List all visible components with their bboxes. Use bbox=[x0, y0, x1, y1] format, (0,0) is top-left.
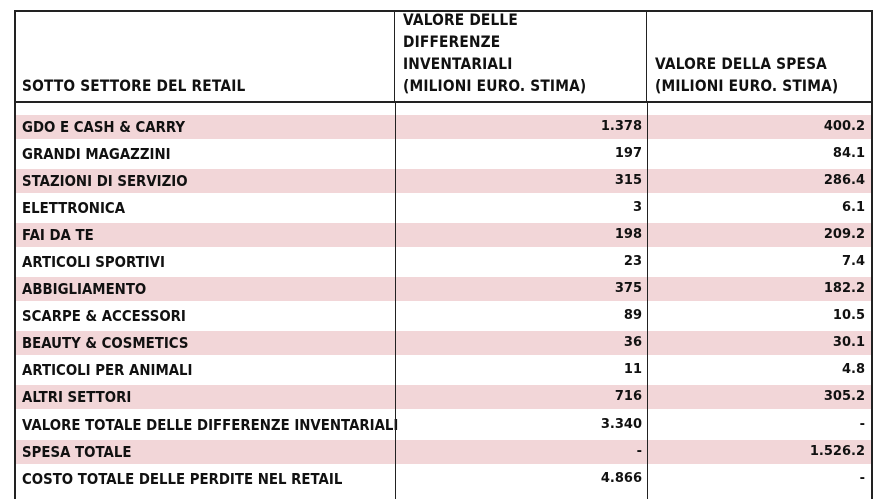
cell-spesa: - bbox=[859, 471, 865, 486]
cell-sector: BEAUTY & COSMETICS bbox=[22, 331, 216, 355]
cell-spesa: 209.2 bbox=[823, 227, 865, 242]
cell-spesa: 30.1 bbox=[832, 335, 865, 350]
cell-sector-text: ARTICOLI PER ANIMALI bbox=[22, 361, 193, 379]
table-body: COSTO TOTALE DELLE PERDITE NEL RETAIL 4.8… bbox=[14, 103, 873, 499]
cell-spesa: 182.2 bbox=[823, 281, 865, 296]
column-divider-2 bbox=[647, 103, 648, 499]
cell-sector-text: GDO E CASH & CARRY bbox=[22, 118, 186, 136]
cell-sector-text: COSTO TOTALE DELLE PERDITE NEL RETAIL bbox=[22, 470, 343, 488]
cell-spesa: 1.526.2 bbox=[809, 444, 865, 459]
cell-differenze: 3.340 bbox=[600, 417, 642, 432]
column-divider-1 bbox=[395, 103, 396, 499]
cell-sector: FAI DA TE bbox=[22, 223, 105, 247]
cell-sector: ARTICOLI SPORTIVI bbox=[22, 250, 188, 274]
cell-sector: GDO E CASH & CARRY bbox=[22, 115, 212, 139]
table-row: ABBIGLIAMENTO 375 182.2 bbox=[16, 277, 871, 301]
cell-sector-text: GRANDI MAGAZZINI bbox=[22, 145, 171, 163]
cell-spesa: 286.4 bbox=[823, 173, 865, 188]
cell-spesa: 6.1 bbox=[841, 200, 865, 215]
cell-spesa: 400.2 bbox=[823, 119, 865, 134]
cell-differenze: - bbox=[636, 444, 642, 459]
cell-differenze: 375 bbox=[614, 281, 642, 296]
cell-spesa: 305.2 bbox=[823, 389, 865, 404]
cell-differenze: 23 bbox=[623, 254, 642, 269]
header-sector-label: SOTTO SETTORE DEL RETAIL bbox=[22, 76, 246, 95]
cell-sector-text: SPESA TOTALE bbox=[22, 443, 132, 461]
table-row: STAZIONI DI SERVIZIO 315 286.4 bbox=[16, 169, 871, 193]
cell-spesa: 10.5 bbox=[832, 308, 865, 323]
column-divider-right bbox=[871, 103, 873, 499]
table-row: BEAUTY & COSMETICS 36 30.1 bbox=[16, 331, 871, 355]
cell-differenze: 315 bbox=[614, 173, 642, 188]
table-row: ALTRI SETTORI 716 305.2 bbox=[16, 385, 871, 409]
cell-differenze: 197 bbox=[614, 146, 642, 161]
table-row: ELETTRONICA 3 6.1 bbox=[16, 196, 871, 220]
cell-sector-text: ABBIGLIAMENTO bbox=[22, 280, 147, 298]
cell-differenze: 716 bbox=[614, 389, 642, 404]
cell-sector-text: ARTICOLI SPORTIVI bbox=[22, 253, 165, 271]
table-row: ARTICOLI PER ANIMALI 11 4.8 bbox=[16, 358, 871, 382]
cell-sector: SCARPE & ACCESSORI bbox=[22, 304, 213, 328]
header-cell-sector: SOTTO SETTORE DEL RETAIL bbox=[14, 12, 395, 101]
cell-sector: SPESA TOTALE bbox=[22, 440, 149, 464]
column-divider-left bbox=[14, 103, 16, 499]
table-row: FAI DA TE 198 209.2 bbox=[16, 223, 871, 247]
table-row: SPESA TOTALE - 1.526.2 bbox=[16, 440, 871, 464]
cell-sector: COSTO TOTALE DELLE PERDITE NEL RETAIL bbox=[22, 467, 394, 491]
cell-sector: ALTRI SETTORI bbox=[22, 385, 149, 409]
cell-differenze: 1.378 bbox=[600, 119, 642, 134]
header-spesa-label: VALORE DELLA SPESA (MILIONI EURO. STIMA) bbox=[655, 54, 839, 95]
cell-sector-text: VALORE TOTALE DELLE DIFFERENZE INVENTARI… bbox=[22, 416, 399, 434]
header-cell-spesa: VALORE DELLA SPESA (MILIONI EURO. STIMA) bbox=[647, 12, 873, 101]
header-differenze-label: VALORE DELLE DIFFERENZE INVENTARIALI (MI… bbox=[403, 10, 587, 95]
header-cell-differenze: VALORE DELLE DIFFERENZE INVENTARIALI (MI… bbox=[395, 10, 647, 101]
retail-losses-table: SOTTO SETTORE DEL RETAIL VALORE DELLE DI… bbox=[14, 10, 873, 499]
cell-spesa: 4.8 bbox=[841, 362, 865, 377]
cell-spesa: - bbox=[859, 417, 865, 432]
cell-sector: VALORE TOTALE DELLE DIFFERENZE INVENTARI… bbox=[22, 413, 460, 437]
cell-differenze: 89 bbox=[623, 308, 642, 323]
cell-sector-text: FAI DA TE bbox=[22, 226, 94, 244]
table-row: SCARPE & ACCESSORI 89 10.5 bbox=[16, 304, 871, 328]
cell-sector: ABBIGLIAMENTO bbox=[22, 277, 167, 301]
cell-spesa: 84.1 bbox=[832, 146, 865, 161]
cell-sector-text: BEAUTY & COSMETICS bbox=[22, 334, 189, 352]
table-row: COSTO TOTALE DELLE PERDITE NEL RETAIL 4.8… bbox=[16, 467, 871, 491]
table-row: GRANDI MAGAZZINI 197 84.1 bbox=[16, 142, 871, 166]
table-header: SOTTO SETTORE DEL RETAIL VALORE DELLE DI… bbox=[14, 10, 873, 103]
cell-differenze: 36 bbox=[623, 335, 642, 350]
cell-differenze: 3 bbox=[632, 200, 642, 215]
cell-sector-text: ELETTRONICA bbox=[22, 199, 126, 217]
cell-sector: ARTICOLI PER ANIMALI bbox=[22, 358, 220, 382]
cell-sector-text: STAZIONI DI SERVIZIO bbox=[22, 172, 188, 190]
table-row: VALORE TOTALE DELLE DIFFERENZE INVENTARI… bbox=[16, 413, 871, 437]
cell-spesa: 7.4 bbox=[841, 254, 865, 269]
cell-sector: GRANDI MAGAZZINI bbox=[22, 142, 195, 166]
cell-sector-text: SCARPE & ACCESSORI bbox=[22, 307, 186, 325]
table-row: GDO E CASH & CARRY 1.378 400.2 bbox=[16, 115, 871, 139]
cell-sector-text: ALTRI SETTORI bbox=[22, 388, 132, 406]
cell-differenze: 4.866 bbox=[600, 471, 642, 486]
cell-sector: ELETTRONICA bbox=[22, 196, 142, 220]
cell-differenze: 11 bbox=[623, 362, 642, 377]
cell-differenze: 198 bbox=[614, 227, 642, 242]
table-row: ARTICOLI SPORTIVI 23 7.4 bbox=[16, 250, 871, 274]
cell-sector: STAZIONI DI SERVIZIO bbox=[22, 169, 215, 193]
